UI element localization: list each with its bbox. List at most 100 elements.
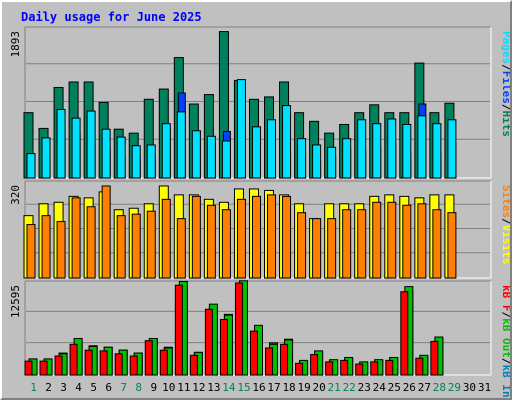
x-tick-label-3: 3 [60,381,67,394]
bar-kb-f-2 [39,360,48,376]
legend-kb_f: kB F [500,285,510,312]
x-tick-label-7: 7 [120,381,127,394]
bar-sites-28 [432,209,442,279]
legend: Pages/Files/Hits [500,31,510,137]
legend: Sites/Visits [500,185,510,265]
x-tick-label-11: 11 [177,381,190,394]
bar-pages-11 [176,111,186,179]
bar-sites-29 [447,212,457,279]
legend-sep1: / [500,218,510,225]
legend: kB F/kB Out/kB In [500,285,510,398]
bar-kb-f-24 [370,361,379,376]
x-tick-label-27: 27 [418,381,431,394]
bar-sites-7 [116,215,126,279]
x-tick-label-14: 14 [222,381,236,394]
bar-kb-f-20 [310,354,319,376]
chart-title: Daily usage for June 2025 [21,10,202,24]
bar-kb-f-23 [355,363,364,376]
bar-kb-f-5 [84,349,93,376]
bar-kb-f-27 [415,357,424,376]
bar-pages-14 [221,140,231,179]
bar-pages-9 [146,144,156,179]
legend-hits: Hits [500,111,510,138]
bar-sites-25 [387,201,397,279]
x-tick-label-13: 13 [207,381,220,394]
x-tick-label-4: 4 [75,381,82,394]
bar-kb-f-11 [174,284,183,376]
bar-pages-4 [71,117,81,179]
x-tick-label-1: 1 [30,381,37,394]
bar-sites-26 [402,204,412,279]
bar-pages-16 [251,126,261,179]
bar-kb-f-1 [24,360,33,376]
y-max-label: 12595 [9,285,22,318]
legend-sep1: / [500,312,510,319]
x-tick-label-5: 5 [90,381,97,394]
bar-sites-11 [176,218,186,279]
x-tick-label-16: 16 [252,381,265,394]
y-max-label: 320 [9,185,22,205]
bar-pages-23 [357,119,367,179]
bar-kb-f-9 [144,340,153,376]
bar-sites-27 [417,203,427,279]
bar-sites-17 [267,194,277,279]
legend-visits: Visits [500,225,510,265]
legend-sep2: / [500,358,510,365]
bar-sites-4 [71,197,81,279]
bar-pages-2 [41,137,51,179]
x-tick-label-2: 2 [45,381,52,394]
bar-sites-3 [56,221,66,279]
bar-pages-17 [267,119,277,179]
bar-pages-8 [131,145,141,179]
bar-kb-f-6 [99,350,108,376]
x-tick-label-6: 6 [105,381,112,394]
legend-sep2: / [500,104,510,111]
bar-pages-18 [282,105,292,179]
bar-kb-f-25 [385,359,394,376]
x-tick-label-8: 8 [135,381,142,394]
bar-pages-7 [116,136,126,179]
x-tick-label-20: 20 [313,381,326,394]
bar-pages-5 [86,110,96,179]
bar-sites-12 [191,195,201,279]
bar-pages-15 [236,79,246,179]
bar-kb-f-28 [430,340,439,376]
x-tick-label-15: 15 [237,381,250,394]
bar-sites-22 [342,209,352,279]
x-tick-label-26: 26 [403,381,416,394]
bar-sites-2 [41,215,51,279]
bar-kb-f-16 [249,330,258,376]
bar-kb-f-17 [265,347,274,376]
legend-kb_out: kB Out [500,318,510,358]
x-tick-label-25: 25 [388,381,401,394]
bar-pages-27 [417,115,427,179]
bar-pages-28 [432,123,442,179]
x-tick-label-24: 24 [373,381,387,394]
bar-sites-6 [101,185,111,279]
x-tick-label-21: 21 [328,381,341,394]
bar-sites-16 [251,195,261,279]
bar-pages-10 [161,123,171,179]
bar-kb-f-8 [129,355,138,376]
legend-kb_in: kB In [500,365,510,398]
x-tick-label-9: 9 [150,381,157,394]
x-tick-label-22: 22 [343,381,356,394]
bar-pages-1 [26,153,36,179]
bar-sites-9 [146,210,156,279]
bar-sites-18 [282,195,292,279]
bar-pages-20 [312,144,322,179]
legend-sep1: / [500,64,510,71]
legend-sites: Sites [500,185,510,218]
x-tick-label-12: 12 [192,381,205,394]
x-tick-label-23: 23 [358,381,371,394]
y-max-label: 1893 [9,31,22,58]
bar-kb-f-7 [114,353,123,376]
bar-pages-12 [191,130,201,179]
bar-pages-21 [327,146,337,179]
bar-kb-f-14 [219,318,228,376]
bar-sites-8 [131,213,141,279]
bar-sites-21 [327,218,337,279]
x-tick-label-19: 19 [297,381,310,394]
bar-kb-f-19 [295,362,304,376]
